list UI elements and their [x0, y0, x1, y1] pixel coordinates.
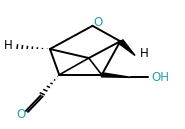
Polygon shape [117, 40, 135, 55]
Text: O: O [93, 16, 103, 29]
Text: OH: OH [152, 71, 170, 84]
Polygon shape [101, 73, 131, 77]
Text: H: H [140, 47, 148, 60]
Text: H: H [4, 39, 13, 52]
Text: O: O [17, 108, 26, 121]
